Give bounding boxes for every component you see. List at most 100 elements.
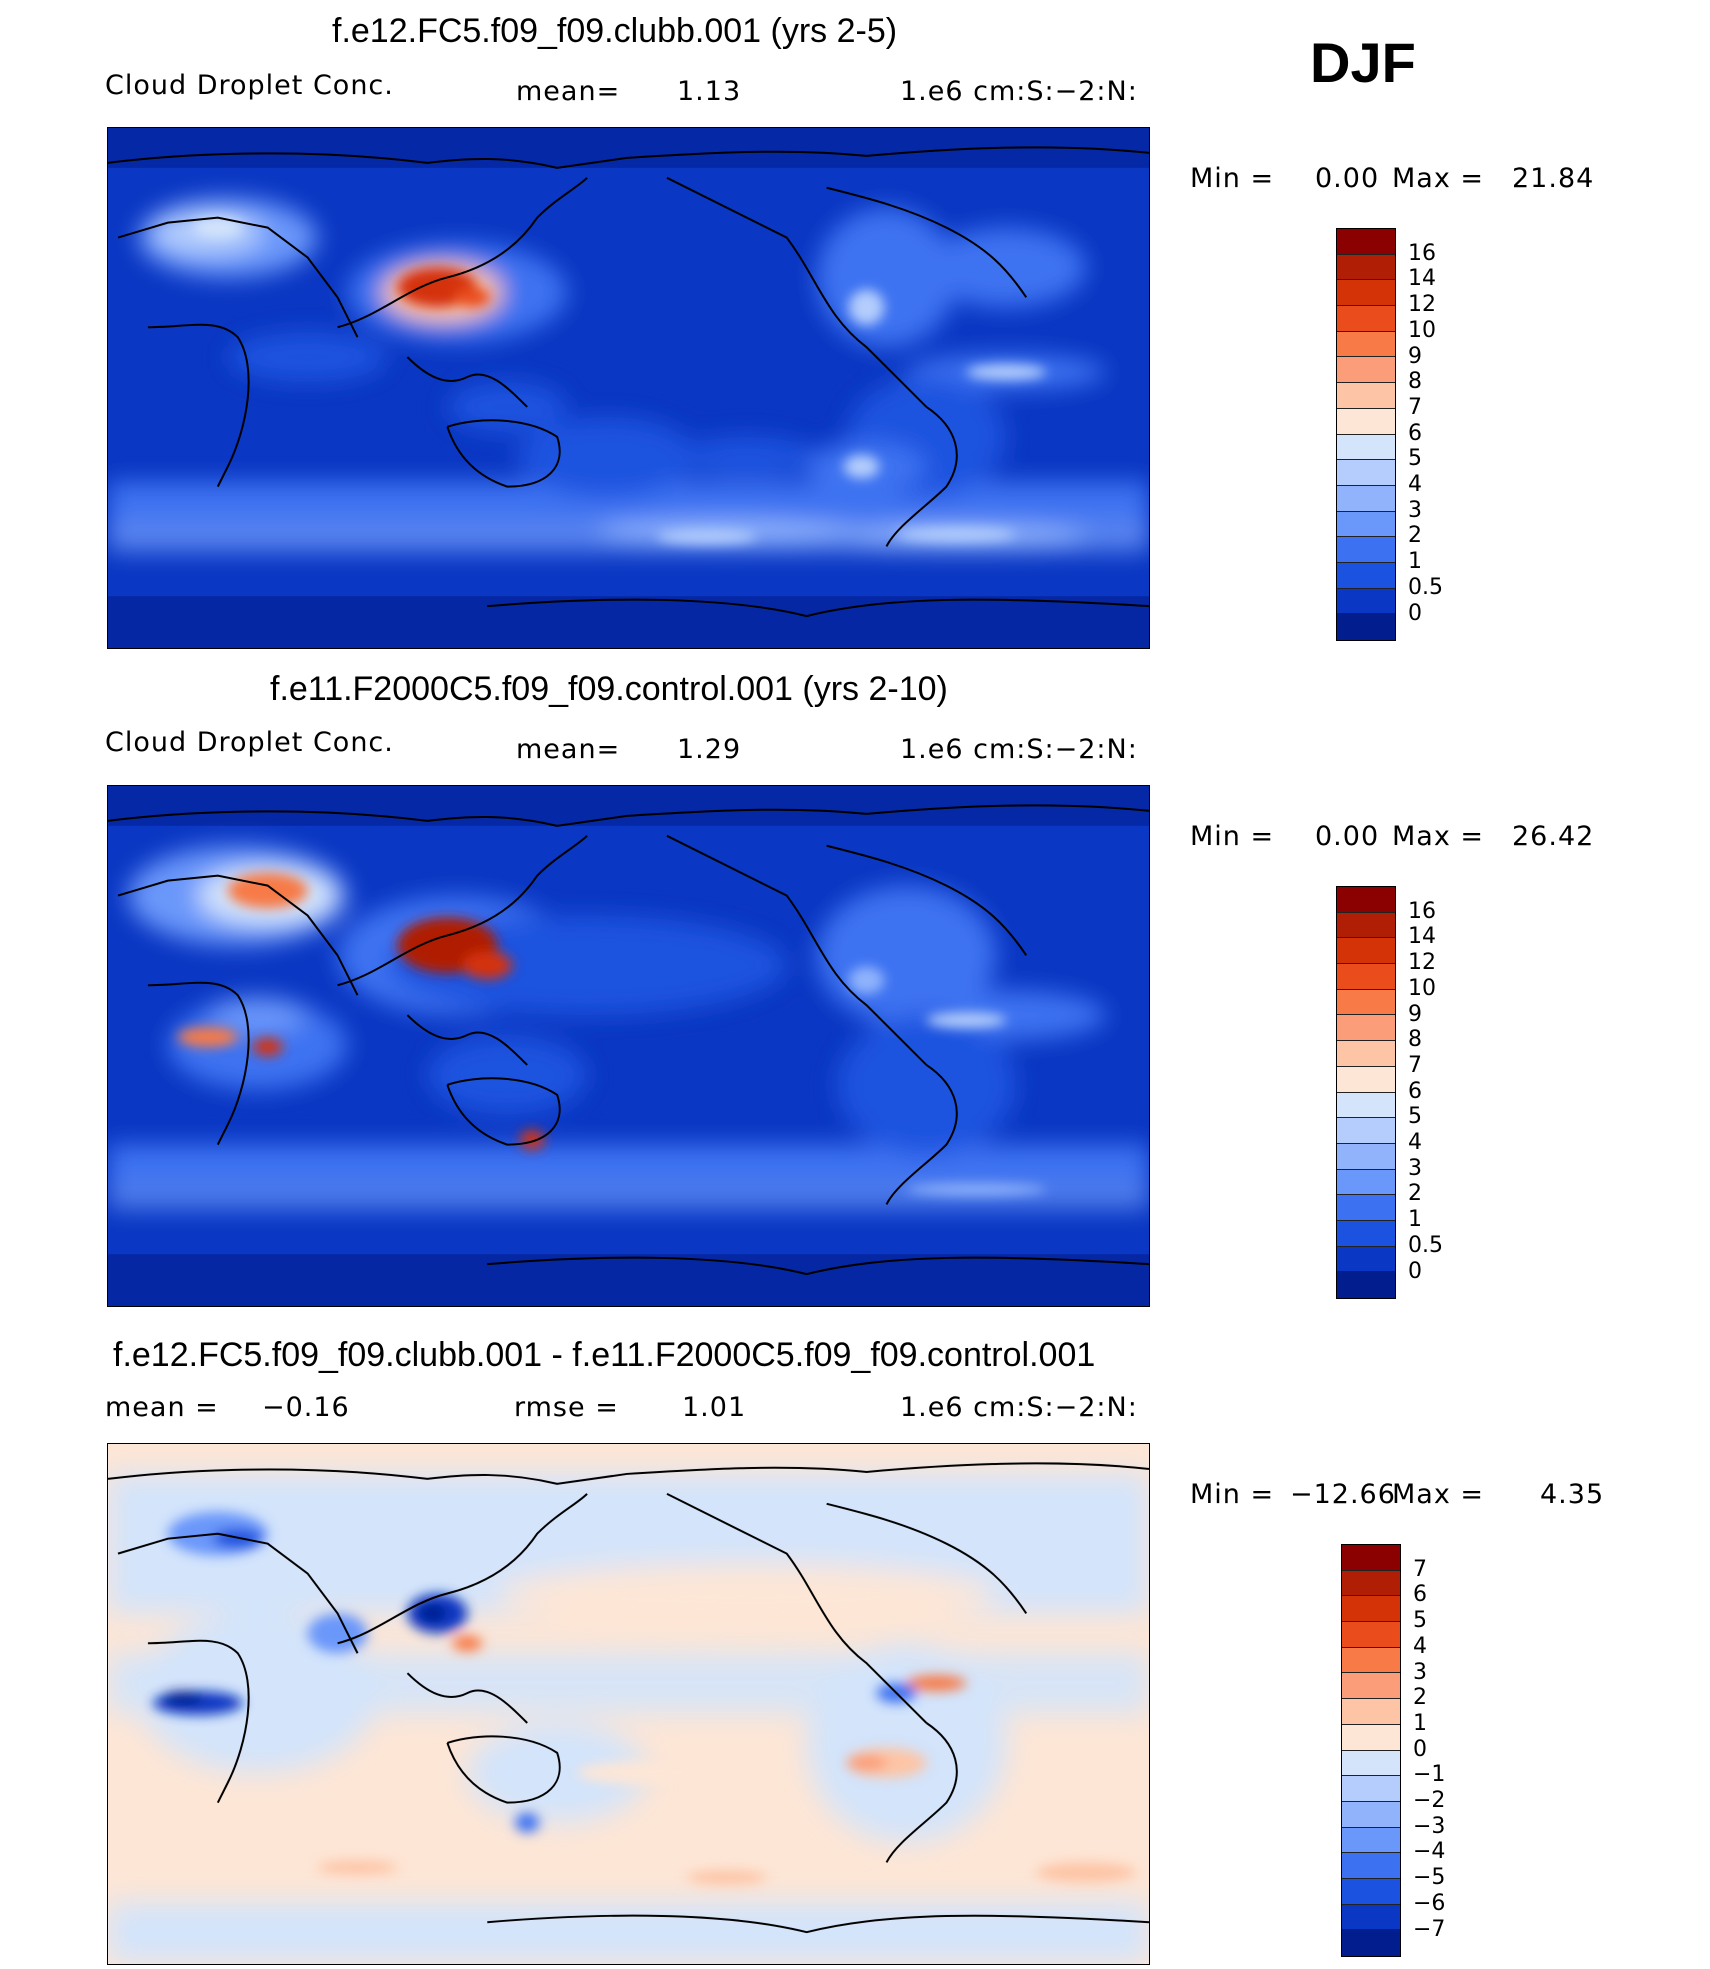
panel-3-map-field xyxy=(108,1462,1149,1963)
colorbar-swatch xyxy=(1342,1545,1400,1571)
panel-3-min-value: −12.66 xyxy=(1290,1479,1396,1510)
colorbar-swatch xyxy=(1342,1878,1400,1905)
colorbar-tick-label: 10 xyxy=(1408,317,1436,343)
colorbar-swatch xyxy=(1337,1015,1395,1042)
colorbar-swatch xyxy=(1337,1041,1395,1067)
colorbar-tick-label: 9 xyxy=(1408,343,1422,369)
colorbar-tick-label: 8 xyxy=(1408,369,1422,395)
panel-3-colorbar xyxy=(1341,1544,1401,1957)
panel-2-min-label: Min = xyxy=(1190,821,1275,852)
colorbar-swatch xyxy=(1342,1570,1400,1597)
colorbar-tick-label: −4 xyxy=(1413,1839,1446,1865)
colorbar-tick-label: −7 xyxy=(1413,1916,1446,1942)
colorbar-swatch xyxy=(1337,964,1395,990)
panel-2-max-label: Max = xyxy=(1392,821,1485,852)
panel-2-mean-label: mean= xyxy=(516,734,621,765)
panel-1-variable-label: Cloud Droplet Conc. xyxy=(105,70,394,101)
colorbar-tick-label: 4 xyxy=(1413,1633,1427,1659)
colorbar-tick-label: 4 xyxy=(1408,1130,1422,1155)
colorbar-tick-label: −5 xyxy=(1413,1865,1446,1891)
colorbar-swatch xyxy=(1342,1853,1400,1879)
colorbar-swatch xyxy=(1342,1673,1400,1700)
colorbar-swatch xyxy=(1337,1246,1395,1273)
colorbar-tick-label: 16 xyxy=(1408,240,1436,266)
colorbar-tick-label: 5 xyxy=(1408,1104,1422,1130)
panel-2-map-field xyxy=(108,786,1149,1306)
colorbar-tick-label: 4 xyxy=(1408,472,1422,497)
colorbar-tick-label: 12 xyxy=(1408,292,1436,318)
colorbar-tick-label: 5 xyxy=(1413,1608,1427,1634)
panel-1-mean-label: mean= xyxy=(516,76,621,107)
colorbar-tick-label: 0 xyxy=(1408,600,1422,626)
colorbar-swatch xyxy=(1337,938,1395,965)
colorbar-tick-label: 2 xyxy=(1413,1685,1427,1711)
colorbar-swatch xyxy=(1342,1801,1400,1828)
colorbar-tick-label: 2 xyxy=(1408,1181,1422,1207)
panel-1-colorbar xyxy=(1336,228,1396,641)
colorbar-swatch xyxy=(1342,1622,1400,1648)
panel-3-map xyxy=(107,1443,1150,1965)
panel-2-variable-label: Cloud Droplet Conc. xyxy=(105,727,394,758)
panel-3-title: f.e12.FC5.f09_f09.clubb.001 - f.e11.F200… xyxy=(113,1336,1096,1374)
panel-3-rmse-value: 1.01 xyxy=(682,1392,747,1423)
panel-3-rmse-label: rmse = xyxy=(514,1392,619,1423)
colorbar-swatch xyxy=(1337,614,1395,640)
panel-1-min-value: 0.00 xyxy=(1315,163,1380,194)
panel-1-title: f.e12.FC5.f09_f09.clubb.001 (yrs 2-5) xyxy=(332,12,898,50)
panel-3-units: 1.e6 cm:S:−2:N: xyxy=(900,1392,1138,1423)
colorbar-tick-label: 1 xyxy=(1413,1710,1427,1736)
season-label: DJF xyxy=(1310,31,1416,94)
panel-2-colorbar xyxy=(1336,886,1396,1299)
colorbar-swatch xyxy=(1337,588,1395,615)
colorbar-swatch xyxy=(1337,1143,1395,1170)
colorbar-tick-label: −6 xyxy=(1413,1890,1446,1916)
colorbar-swatch xyxy=(1337,1195,1395,1221)
colorbar-tick-label: 7 xyxy=(1408,394,1422,420)
colorbar-swatch xyxy=(1337,357,1395,384)
colorbar-swatch xyxy=(1337,254,1395,281)
colorbar-tick-label: 8 xyxy=(1408,1027,1422,1053)
colorbar-tick-label: −3 xyxy=(1413,1813,1446,1839)
colorbar-swatch xyxy=(1337,306,1395,332)
panel-2-min-value: 0.00 xyxy=(1315,821,1380,852)
colorbar-tick-label: −1 xyxy=(1413,1762,1446,1788)
colorbar-swatch xyxy=(1337,989,1395,1016)
colorbar-swatch xyxy=(1342,1647,1400,1674)
panel-2-map xyxy=(107,785,1150,1307)
colorbar-swatch xyxy=(1342,1596,1400,1623)
colorbar-tick-label: 0.5 xyxy=(1408,574,1443,600)
colorbar-swatch xyxy=(1337,562,1395,589)
colorbar-tick-label: 0 xyxy=(1413,1736,1427,1762)
panel-3-min-label: Min = xyxy=(1190,1479,1275,1510)
panel-1-max-label: Max = xyxy=(1392,163,1485,194)
colorbar-swatch xyxy=(1337,280,1395,307)
colorbar-tick-label: 3 xyxy=(1413,1659,1427,1685)
colorbar-tick-label: 3 xyxy=(1408,497,1422,523)
colorbar-tick-label: 12 xyxy=(1408,950,1436,976)
colorbar-tick-label: 9 xyxy=(1408,1001,1422,1027)
panel-2-units: 1.e6 cm:S:−2:N: xyxy=(900,734,1138,765)
colorbar-swatch xyxy=(1337,1220,1395,1247)
colorbar-swatch xyxy=(1342,1699,1400,1725)
colorbar-tick-label: 14 xyxy=(1408,924,1436,950)
colorbar-tick-label: 3 xyxy=(1408,1155,1422,1181)
colorbar-tick-label: 16 xyxy=(1408,898,1436,924)
colorbar-swatch xyxy=(1337,1169,1395,1196)
panel-1-mean-value: 1.13 xyxy=(677,76,742,107)
colorbar-tick-label: 1 xyxy=(1408,1207,1422,1233)
colorbar-swatch xyxy=(1337,511,1395,538)
colorbar-swatch xyxy=(1337,537,1395,563)
colorbar-swatch xyxy=(1337,1092,1395,1119)
colorbar-tick-label: 10 xyxy=(1408,975,1436,1001)
panel-3-mean-value: −0.16 xyxy=(262,1392,350,1423)
colorbar-tick-label: 5 xyxy=(1408,446,1422,472)
panel-1-units: 1.e6 cm:S:−2:N: xyxy=(900,76,1138,107)
colorbar-swatch xyxy=(1342,1750,1400,1777)
colorbar-swatch xyxy=(1342,1827,1400,1854)
colorbar-tick-label: 0.5 xyxy=(1408,1232,1443,1258)
panel-3-max-value: 4.35 xyxy=(1540,1479,1605,1510)
colorbar-tick-label: 14 xyxy=(1408,266,1436,292)
colorbar-tick-label: 6 xyxy=(1408,420,1422,446)
colorbar-tick-label: 0 xyxy=(1408,1258,1422,1284)
colorbar-tick-label: −2 xyxy=(1413,1788,1446,1813)
